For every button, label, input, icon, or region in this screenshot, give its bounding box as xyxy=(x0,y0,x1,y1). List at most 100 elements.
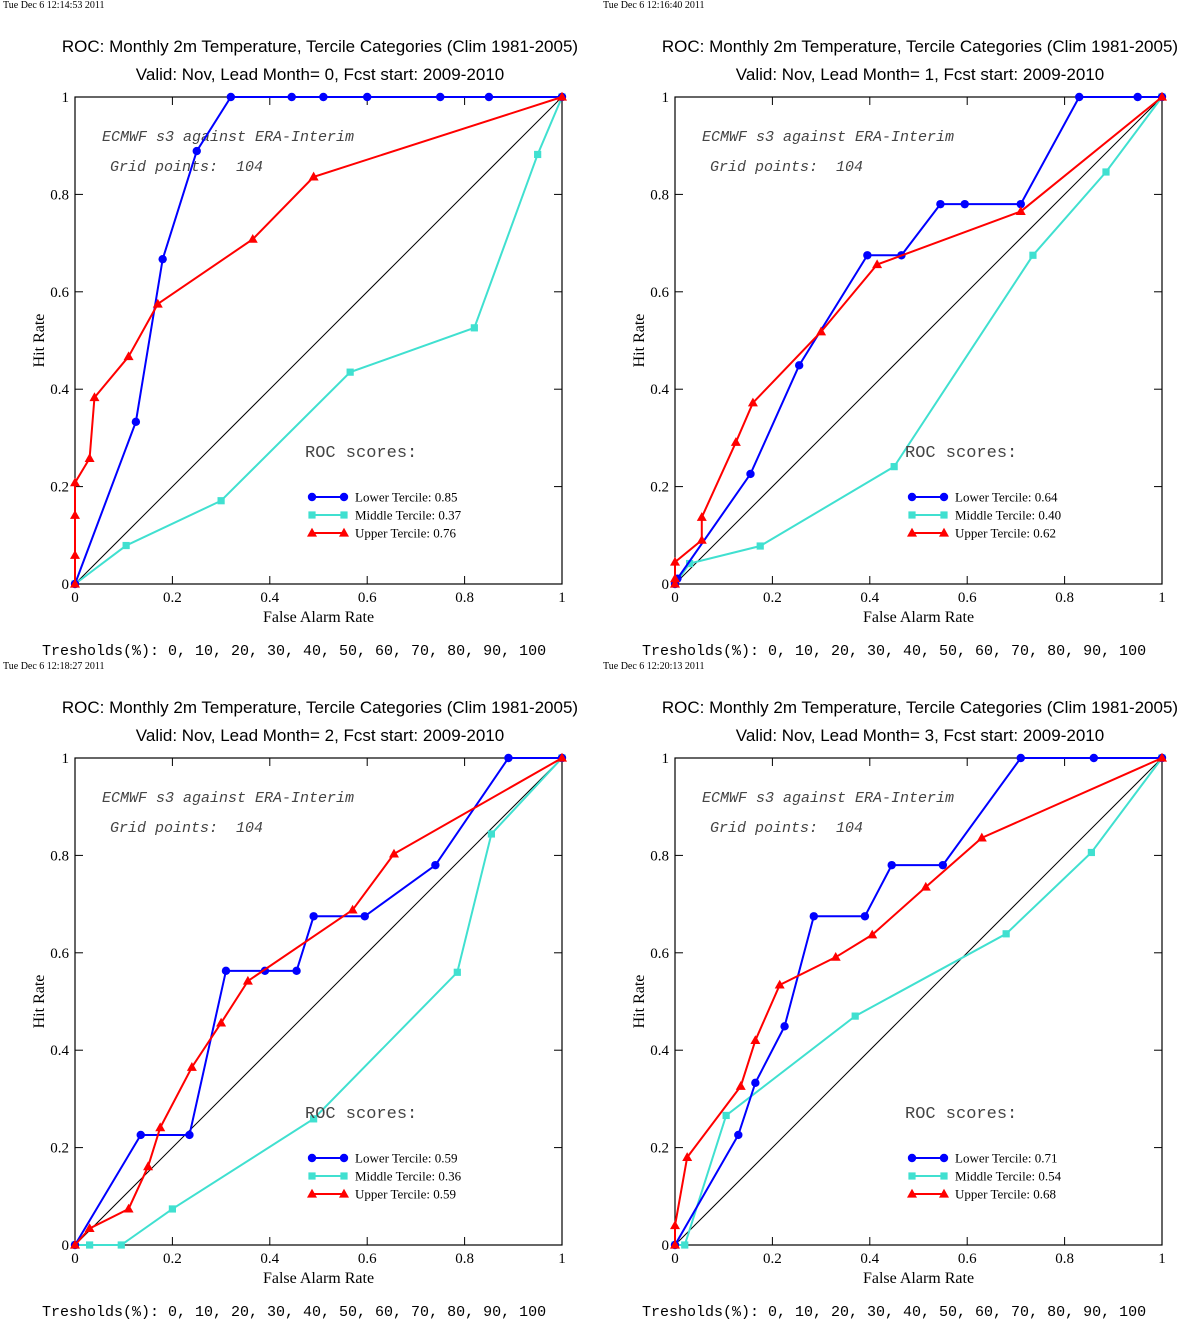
legend: Lower Tercile: 0.71 Middle Tercile: 0.54 U… xyxy=(907,1151,1062,1202)
x-tick-label: 0.8 xyxy=(1055,590,1074,606)
y-axis-title: Hit Rate xyxy=(631,975,648,1029)
x-tick-label: 0.6 xyxy=(958,1251,977,1267)
upper-tercile-point xyxy=(242,975,253,985)
no-skill-diagonal xyxy=(74,757,563,1246)
series-lower-tercile xyxy=(70,753,567,1250)
x-axis-title: False Alarm Rate xyxy=(263,609,374,626)
legend-middle-marker-left xyxy=(308,1172,316,1180)
x-tick-label: 0 xyxy=(671,1251,679,1267)
middle-tercile-point xyxy=(1087,848,1095,857)
upper-tercile-point xyxy=(696,512,707,521)
upper-tercile-point xyxy=(872,259,883,269)
roc-panel-lead-3: Tue Dec 6 12:20:13 2011 ROC: Monthly 2m … xyxy=(600,661,1200,1322)
upper-tercile-point xyxy=(84,453,95,462)
upper-tercile-point xyxy=(84,1223,95,1233)
middle-tercile-point xyxy=(310,1115,318,1123)
x-tick-label: 0.2 xyxy=(163,590,182,606)
lower-tercile-point xyxy=(319,92,328,102)
lower-tercile-point xyxy=(746,469,755,479)
lower-tercile-point xyxy=(431,860,440,870)
y-tick-label: 0 xyxy=(662,1238,670,1254)
legend-upper-label: Upper Tercile: 0.59 xyxy=(355,1187,456,1202)
y-tick-label: 1 xyxy=(662,90,670,106)
annotation-model: ECMWF s3 against ERA-Interim xyxy=(702,129,954,146)
roc-scores-label: ROC scores: xyxy=(905,1105,1017,1124)
legend-lower-marker-left xyxy=(307,1153,317,1163)
plot-frame xyxy=(674,757,1163,1246)
x-axis-title: False Alarm Rate xyxy=(863,1270,974,1287)
lower-tercile-point xyxy=(436,92,445,102)
chart-title-line1: ROC: Monthly 2m Temperature, Tercile Cat… xyxy=(61,698,579,717)
lower-tercile-point xyxy=(131,417,141,427)
chart-title-line1: ROC: Monthly 2m Temperature, Tercile Cat… xyxy=(61,37,579,56)
legend-lower-label: Lower Tercile: 0.59 xyxy=(355,1151,457,1166)
legend-upper-marker-left xyxy=(907,1188,917,1198)
middle-tercile-point xyxy=(122,541,130,550)
y-tick-label: 0.4 xyxy=(50,1043,69,1059)
legend-upper-label: Upper Tercile: 0.76 xyxy=(355,526,457,541)
upper-tercile-point xyxy=(735,1081,746,1090)
lower-tercile-point xyxy=(363,92,372,102)
lower-tercile-point xyxy=(158,254,167,264)
upper-tercile-point xyxy=(750,1035,761,1045)
upper-tercile-point xyxy=(152,298,163,308)
lower-tercile-point xyxy=(938,860,948,870)
middle-tercile-point xyxy=(1002,930,1010,938)
lower-tercile-line xyxy=(674,96,1162,585)
no-skill-diagonal xyxy=(74,96,563,585)
series-upper-tercile xyxy=(670,752,1167,1249)
upper-tercile-point xyxy=(155,1122,166,1132)
plot-frame xyxy=(674,96,1163,585)
plot-timestamp: Tue Dec 6 12:14:53 2011 xyxy=(3,0,105,11)
legend-middle-marker-right xyxy=(940,1172,948,1180)
middle-tercile-point xyxy=(217,497,225,505)
upper-tercile-point xyxy=(747,397,758,407)
x-tick-label: 1 xyxy=(558,1251,566,1267)
x-tick-label: 0.6 xyxy=(958,590,977,606)
middle-tercile-point xyxy=(851,1012,859,1020)
lower-tercile-point xyxy=(734,1130,743,1140)
annotation-grid-points: Grid points: 104 xyxy=(110,159,263,176)
upper-tercile-point xyxy=(1157,91,1167,101)
lower-tercile-point xyxy=(887,860,896,870)
upper-tercile-point xyxy=(682,1152,693,1161)
x-tick-label: 0.8 xyxy=(455,1251,474,1267)
upper-tercile-point xyxy=(347,904,358,914)
middle-tercile-point xyxy=(86,1241,94,1249)
middle-tercile-point xyxy=(470,324,478,332)
middle-tercile-point xyxy=(722,1111,730,1120)
series-lower-tercile xyxy=(70,92,567,589)
upper-tercile-point xyxy=(730,437,741,446)
middle-tercile-point xyxy=(756,542,764,550)
y-tick-label: 0.2 xyxy=(50,1141,69,1157)
upper-tercile-point xyxy=(920,881,931,891)
middle-tercile-point xyxy=(686,559,694,568)
legend-upper-marker-left xyxy=(307,1188,317,1198)
upper-tercile-point xyxy=(308,171,319,181)
x-tick-label: 0.4 xyxy=(260,1251,279,1267)
legend-upper-marker-right xyxy=(939,527,949,537)
legend: Lower Tercile: 0.85 Middle Tercile: 0.37 U… xyxy=(307,490,462,541)
upper-tercile-point xyxy=(830,951,841,961)
lower-tercile-point xyxy=(136,1130,145,1140)
upper-tercile-point xyxy=(123,351,134,361)
upper-tercile-point xyxy=(216,1017,227,1027)
upper-tercile-point xyxy=(70,578,80,588)
legend-lower-marker-left xyxy=(907,492,917,502)
middle-tercile-point xyxy=(168,1205,176,1213)
y-tick-label: 0.8 xyxy=(50,187,69,203)
y-tick-label: 0 xyxy=(62,1238,70,1254)
upper-tercile-point xyxy=(696,534,707,544)
legend-upper-marker-right xyxy=(939,1188,949,1198)
x-tick-label: 0 xyxy=(671,590,679,606)
annotation-grid-points: Grid points: 104 xyxy=(710,159,863,176)
roc-scores-label: ROC scores: xyxy=(305,444,417,463)
roc-panel-lead-0: Tue Dec 6 12:14:53 2011 ROC: Monthly 2m … xyxy=(0,0,600,661)
legend: Lower Tercile: 0.59 Middle Tercile: 0.36 U… xyxy=(307,1151,462,1202)
lower-tercile-point xyxy=(1075,92,1084,102)
roc-panel-lead-2: Tue Dec 6 12:18:27 2011 ROC: Monthly 2m … xyxy=(0,661,600,1322)
legend-upper-label: Upper Tercile: 0.62 xyxy=(955,526,1056,541)
upper-tercile-point xyxy=(70,510,80,519)
y-tick-label: 0.6 xyxy=(650,946,669,962)
lower-tercile-point xyxy=(484,92,494,102)
